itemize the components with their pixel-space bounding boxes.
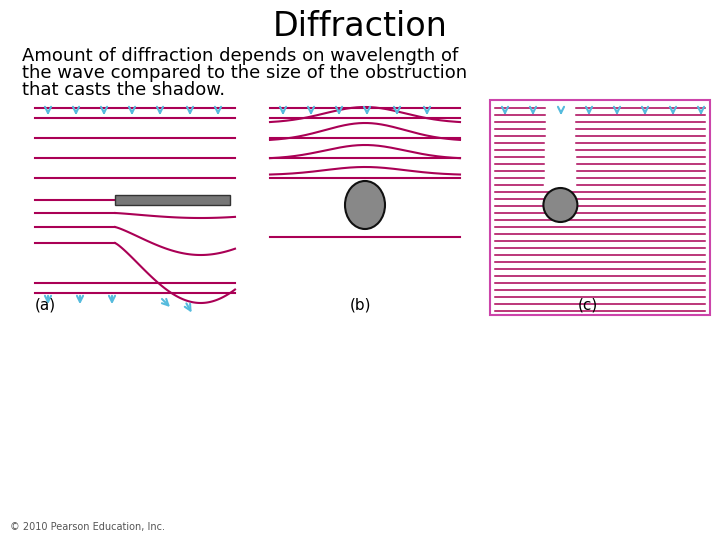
Text: (a): (a) (35, 298, 56, 313)
Text: the wave compared to the size of the obstruction: the wave compared to the size of the obs… (22, 64, 467, 82)
Bar (115, 195, 230, 205)
Text: (b): (b) (350, 298, 372, 313)
Text: © 2010 Pearson Education, Inc.: © 2010 Pearson Education, Inc. (10, 522, 165, 532)
Text: (c): (c) (578, 298, 598, 313)
Bar (490, 100, 710, 315)
Circle shape (544, 188, 577, 222)
Text: Amount of diffraction depends on wavelength of: Amount of diffraction depends on wavelen… (22, 47, 458, 65)
Ellipse shape (345, 181, 385, 229)
Text: that casts the shadow.: that casts the shadow. (22, 81, 225, 99)
Text: Diffraction: Diffraction (273, 10, 447, 43)
